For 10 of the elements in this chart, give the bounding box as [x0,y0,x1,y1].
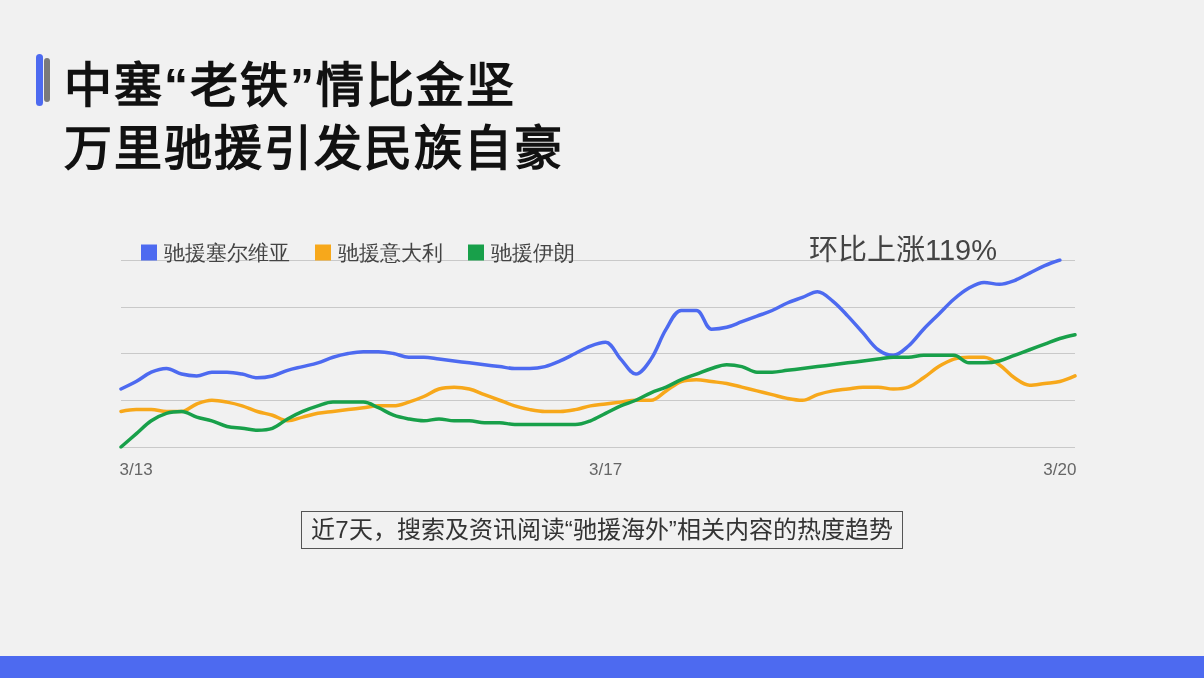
chart-subtitle: 万里驰援引发民族自豪 [64,121,564,177]
x-tick-label: 3/20 [1043,460,1077,479]
legend-label: 驰援塞尔维亚 [164,241,290,264]
annotation: 环比上涨119% [808,233,997,267]
x-tick-label: 3/17 [589,460,623,479]
text: 近7天，搜索及资讯阅读“驰援海外”相关内容的热度趋势 [301,511,903,549]
x-tick-label: 3/13 [119,460,153,479]
chart-title: 中塞“老铁”情比金坚 [64,58,516,114]
legend-label: 驰援伊朗 [491,241,575,264]
legend-label: 驰援意大利 [338,241,443,264]
